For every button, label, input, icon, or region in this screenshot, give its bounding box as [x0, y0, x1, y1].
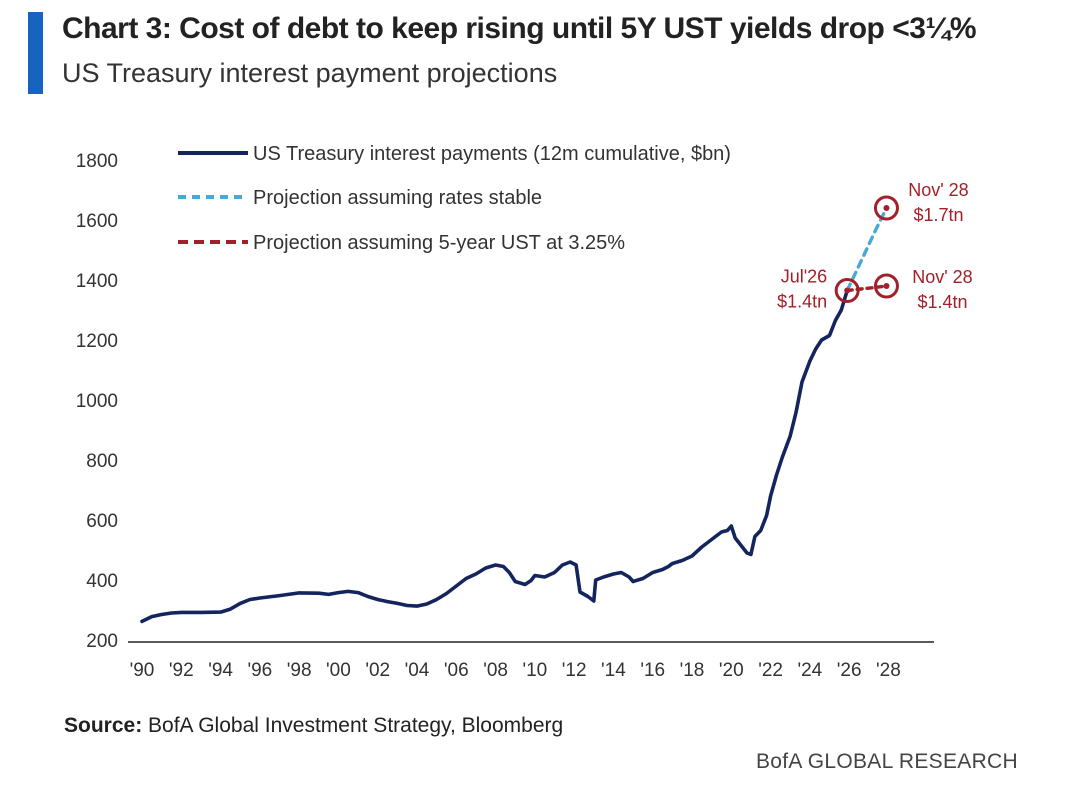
x-tick-label: '94 — [208, 660, 233, 681]
brand-logo-text: BofA GLOBAL RESEARCH — [756, 750, 1018, 773]
annotation: Nov' 28 $1.7tn — [873, 180, 969, 225]
legend-label: Projection assuming 5-year UST at 3.25% — [253, 232, 625, 254]
series-line-ust-325 — [845, 284, 889, 293]
y-tick-label: 800 — [86, 451, 118, 472]
annotation-value: $1.4tn — [777, 292, 827, 312]
x-tick-label: '12 — [562, 660, 587, 681]
annotation-dot — [844, 287, 851, 294]
annotation-date: Jul'26 — [781, 267, 827, 287]
annotation-value: $1.7tn — [913, 205, 963, 225]
source-label: Source: — [64, 714, 143, 737]
chart-subtitle: US Treasury interest payment projections — [62, 58, 558, 88]
x-tick-label: '20 — [719, 660, 744, 681]
legend: US Treasury interest payments (12m cumul… — [178, 143, 731, 254]
y-tick-label: 200 — [86, 631, 118, 652]
x-tick-label: '96 — [247, 660, 272, 681]
annotation: Jul'26 $1.4tn — [777, 267, 860, 312]
source-note: Source: BofA Global Investment Strategy,… — [64, 714, 563, 738]
x-tick-label: '14 — [601, 660, 626, 681]
y-tick-label: 1200 — [76, 331, 118, 352]
legend-label: US Treasury interest payments (12m cumul… — [253, 143, 731, 165]
x-tick-label: '16 — [640, 660, 665, 681]
legend-item: Projection assuming rates stable — [178, 187, 542, 209]
x-tick-label: '26 — [837, 660, 862, 681]
x-tick-label: '90 — [130, 660, 155, 681]
x-tick-label: '10 — [522, 660, 547, 681]
y-axis-tick-labels: 1800 1600 1400 1200 1000 800 600 400 200 — [76, 151, 118, 652]
annotations: Jul'26 $1.4tn Nov' 28 $1.7tn Nov' 28 $1.4tn — [777, 180, 973, 312]
x-tick-label: '98 — [287, 660, 312, 681]
x-axis-tick-labels: '90 '92 '94 '96 '98 '00 '02 '04 '06 '08 '10 '12 '14 '… — [130, 660, 901, 681]
legend-label: Projection assuming rates stable — [253, 187, 542, 209]
x-tick-label: '02 — [365, 660, 390, 681]
legend-item: Projection assuming 5-year UST at 3.25% — [178, 232, 625, 254]
annotation-date: Nov' 28 — [912, 267, 972, 287]
title-accent-bar — [28, 12, 43, 94]
x-tick-label: '22 — [758, 660, 783, 681]
series-lines — [140, 206, 889, 624]
annotation-circle — [834, 278, 860, 303]
y-tick-label: 600 — [86, 511, 118, 532]
chart-title: Chart 3: Cost of debt to keep rising unt… — [62, 12, 977, 45]
y-tick-label: 1000 — [76, 391, 118, 412]
annotation: Nov' 28 $1.4tn — [873, 267, 973, 312]
source-text: BofA Global Investment Strategy, Bloombe… — [142, 714, 564, 737]
legend-item: US Treasury interest payments (12m cumul… — [178, 143, 731, 165]
annotation-circle — [873, 273, 899, 299]
annotation-date: Nov' 28 — [908, 180, 968, 200]
x-tick-label: '92 — [169, 660, 194, 681]
annotation-dot — [883, 283, 890, 289]
annotation-value: $1.4tn — [917, 292, 967, 312]
x-tick-label: '00 — [326, 660, 351, 681]
series-line-actual — [140, 288, 849, 624]
x-tick-label: '28 — [876, 660, 901, 681]
y-tick-label: 400 — [86, 571, 118, 592]
x-tick-label: '18 — [680, 660, 705, 681]
annotation-circle — [873, 195, 899, 221]
x-tick-label: '24 — [797, 660, 822, 681]
annotation-dot — [883, 205, 890, 211]
y-tick-label: 1800 — [76, 151, 118, 172]
x-tick-label: '06 — [444, 660, 469, 681]
y-tick-label: 1400 — [76, 271, 118, 292]
x-tick-label: '08 — [483, 660, 508, 681]
y-tick-label: 1600 — [76, 211, 118, 232]
x-tick-label: '04 — [405, 660, 430, 681]
